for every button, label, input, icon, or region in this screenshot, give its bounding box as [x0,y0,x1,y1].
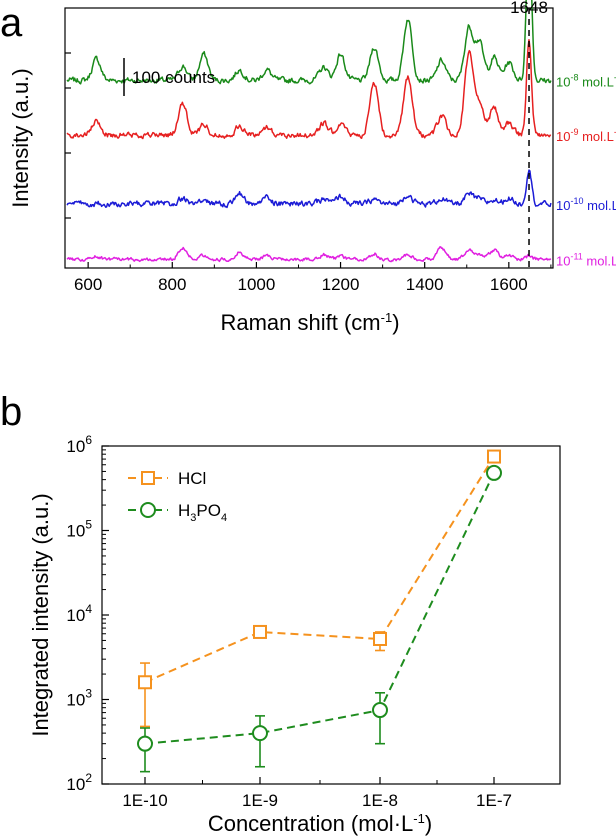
spectrum-line-1e-10 [66,169,552,209]
raman-spectra-panel: 600 800 1000 1200 1400 1600 1648 100 counts 1… [8,0,616,335]
reference-line-label: 1648 [510,0,548,17]
series-line-HCl [144,456,495,684]
series-label-1e-10: 10-10 mol.L-1 [556,196,616,213]
y-ticks-a [65,52,71,219]
data-point-HCl [138,675,152,690]
panel-letter-a: a [0,1,23,45]
x-tick-label: 1E-7 [476,791,512,810]
y-tick-label: 103 [66,687,92,710]
y-ticks-b: 102 103 104 105 106 [66,433,109,794]
spectrum-line-1e-9 [66,39,552,140]
x-ticks-b: 1E-10 1E-9 1E-8 1E-7 [122,777,512,810]
data-point-H3PO4 [486,464,502,481]
plot-frame-a [64,7,554,269]
integrated-intensity-panel: 102 103 104 105 106 1E-10 1E-9 1E-8 1E-7 HCl H3P… [28,433,561,836]
legend-marker-H3PO4 [140,502,156,518]
y-tick-label: 104 [66,602,92,625]
legend-marker-HCl [141,471,155,485]
x-tick-label: 1000 [237,275,275,294]
y-tick-label: 102 [66,771,92,794]
data-point-HCl [253,624,267,639]
data-point-H3PO4 [252,725,268,742]
x-tick-label: 1200 [322,275,360,294]
panel-letter-b: b [0,390,22,434]
x-tick-label: 800 [158,275,186,294]
data-point-HCl [487,449,501,464]
series-labels-a: 10-8 mol.L-1 10-9 mol.L-1 10-10 mol.L-1 10-… [556,72,616,268]
spectrum-line-1e-8 [66,0,552,85]
x-tick-label: 600 [74,275,102,294]
concentration-series [137,449,502,773]
x-tick-label: 1E-8 [362,791,398,810]
x-axis-label-b: Concentration (mol·L-1) [208,811,432,836]
data-point-H3PO4 [372,702,388,719]
x-tick-label: 1600 [490,275,528,294]
data-point-HCl [373,631,387,646]
x-tick-label: 1400 [406,275,444,294]
legend-label-H3PO4: H3PO4 [178,501,227,524]
series-label-1e-8: 10-8 mol.L-1 [556,72,616,89]
scale-bar-label: 100 counts [132,68,215,87]
spectrum-line-1e-11 [66,246,552,263]
y-axis-label-b: Integrated intensity (a.u.) [28,493,53,736]
x-tick-label: 1E-9 [242,791,278,810]
x-axis-label-a: Raman shift (cm-1) [220,310,399,335]
series-label-1e-11: 10-11 mol.L-1 [556,251,616,268]
legend: HCl H3PO4 [128,469,227,524]
series-line-H3PO4 [144,472,495,745]
series-label-1e-9: 10-9 mol.L-1 [556,127,616,144]
spectra-series [66,0,552,263]
x-tick-label: 1E-10 [122,791,167,810]
plot-frame-b [101,445,561,785]
data-point-H3PO4 [137,735,153,752]
y-tick-label: 106 [66,433,92,456]
legend-label-HCl: HCl [178,469,206,488]
y-axis-label-a: Intensity (a.u.) [8,68,33,207]
y-tick-label: 105 [66,518,92,541]
x-ticks-a: 600 800 1000 1200 1400 1600 [74,262,552,294]
